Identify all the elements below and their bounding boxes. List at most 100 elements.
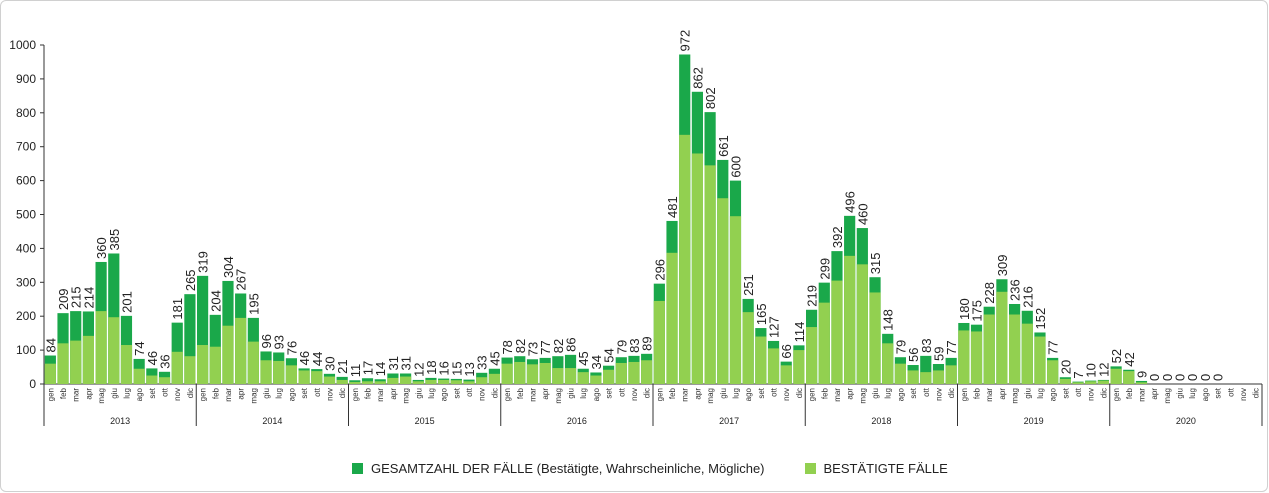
x-tick-label: set — [148, 387, 157, 398]
x-tick-label: mar — [833, 388, 842, 402]
x-tick-label: ago — [592, 387, 601, 401]
data-label: 82 — [513, 339, 528, 353]
x-tick-label: mag — [249, 388, 258, 404]
bar-confirmed — [564, 368, 577, 384]
year-label: 2016 — [567, 416, 587, 426]
x-tick-label: ott — [161, 387, 170, 397]
x-tick-label: ott — [922, 387, 931, 397]
bar-confirmed — [488, 373, 500, 384]
x-tick-label: set — [1061, 387, 1070, 398]
data-label: 96 — [259, 334, 274, 348]
bar-confirmed — [869, 292, 881, 384]
x-tick-label: ott — [313, 387, 322, 397]
bar-confirmed — [387, 377, 399, 384]
data-label: 46 — [145, 351, 160, 365]
x-tick-label: set — [300, 387, 309, 398]
x-tick-label: feb — [668, 387, 677, 399]
x-tick-label: lug — [1188, 388, 1197, 399]
data-label: 56 — [906, 348, 921, 362]
data-label: 21 — [335, 359, 350, 373]
bar-confirmed — [1059, 378, 1071, 384]
x-tick-label: feb — [973, 387, 982, 399]
x-tick-label: nov — [934, 388, 943, 401]
x-tick-label: gen — [1112, 388, 1121, 401]
bar-confirmed — [298, 370, 310, 384]
bar-confirmed — [679, 134, 691, 384]
x-tick-label: ott — [1074, 387, 1083, 397]
x-tick-label: giu — [1176, 388, 1185, 399]
x-tick-label: ago — [896, 387, 905, 401]
y-tick-label: 900 — [16, 72, 36, 86]
x-tick-label: ago — [135, 387, 144, 401]
x-tick-label: apr — [998, 388, 1007, 400]
data-label: 600 — [728, 156, 743, 178]
data-label: 296 — [652, 259, 667, 281]
x-tick-label: dic — [1099, 388, 1108, 398]
x-tick-label: lug — [122, 388, 131, 399]
legend-item-total: GESAMTZAHL DER FÄLLE (Bestätigte, Wahrsc… — [352, 461, 765, 476]
bar-confirmed — [222, 325, 234, 384]
data-label: 385 — [107, 229, 122, 251]
x-tick-label: apr — [846, 388, 855, 400]
x-tick-label: lug — [731, 388, 740, 399]
bar-total — [361, 378, 374, 384]
bar-total — [197, 275, 209, 384]
x-tick-label: giu — [110, 388, 119, 399]
bar-confirmed — [82, 335, 94, 384]
bar-confirmed — [691, 153, 703, 384]
data-label: 82 — [551, 339, 566, 353]
legend-item-confirmed: BESTÄTIGTE FÄLLE — [804, 461, 948, 476]
data-label: 9 — [1134, 371, 1149, 378]
x-tick-label: giu — [1023, 388, 1032, 399]
x-tick-label: mag — [706, 388, 715, 404]
x-tick-label: mag — [1163, 388, 1172, 404]
x-tick-label: feb — [820, 387, 829, 399]
x-tick-label: nov — [1239, 388, 1248, 401]
data-label: 12 — [1096, 362, 1111, 376]
y-tick-label: 600 — [16, 174, 36, 188]
data-label: 0 — [1160, 374, 1175, 381]
x-tick-label: ott — [465, 387, 474, 397]
bar-confirmed — [844, 255, 856, 384]
bar-confirmed — [945, 365, 957, 384]
data-label: 86 — [564, 337, 579, 351]
x-tick-label: mar — [985, 388, 994, 402]
bar-confirmed — [361, 381, 374, 384]
bar-confirmed — [425, 379, 437, 384]
y-tick-label: 0 — [29, 377, 36, 391]
x-tick-label: gen — [808, 388, 817, 401]
data-label: 45 — [487, 351, 502, 365]
bar-confirmed — [400, 376, 412, 384]
bar-confirmed — [1072, 382, 1084, 384]
data-label: 114 — [792, 322, 807, 343]
x-tick-label: apr — [693, 388, 702, 400]
x-tick-label: dic — [795, 388, 804, 398]
bar-confirmed — [463, 381, 475, 384]
bar-confirmed — [729, 216, 742, 384]
year-label: 2015 — [415, 416, 435, 426]
bar-confirmed — [983, 314, 995, 384]
bar-confirmed — [996, 291, 1008, 384]
bar-confirmed — [628, 361, 640, 384]
bar-total — [920, 355, 932, 384]
data-label: 73 — [525, 342, 540, 356]
data-label: 52 — [1109, 349, 1124, 363]
bar-confirmed — [882, 343, 894, 384]
data-label: 180 — [957, 298, 972, 320]
bar-confirmed — [120, 345, 133, 384]
year-label: 2014 — [262, 416, 282, 426]
bar-confirmed — [577, 372, 589, 384]
bar-confirmed — [780, 365, 792, 384]
legend-swatch-total — [352, 462, 363, 474]
bar-confirmed — [641, 360, 653, 384]
bar-confirmed — [235, 317, 247, 384]
bar-confirmed — [1110, 368, 1122, 384]
bar-confirmed — [349, 381, 361, 384]
x-tick-label: mag — [97, 388, 106, 404]
x-tick-label: mag — [858, 388, 867, 404]
data-label: 214 — [81, 287, 96, 309]
data-label: 10 — [1084, 363, 1099, 377]
y-tick-label: 1000 — [9, 38, 36, 52]
data-label: 216 — [1020, 286, 1035, 308]
